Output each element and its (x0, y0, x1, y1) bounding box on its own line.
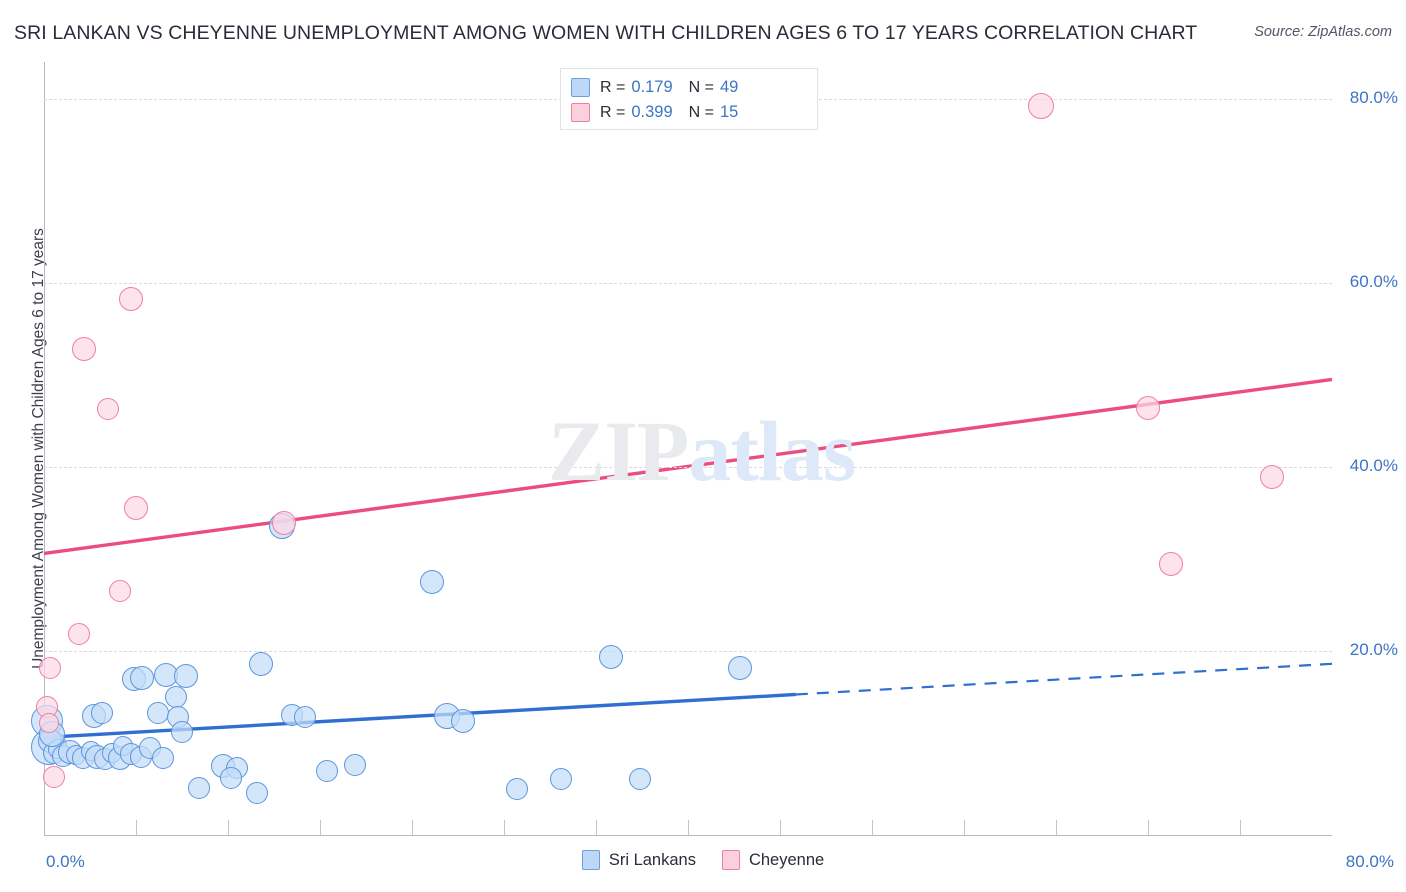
r-value-blue: 0.179 (631, 78, 673, 96)
r-label-pink: R = (600, 103, 626, 121)
r-value-pink: 0.399 (631, 103, 673, 121)
data-point-sri-lankans[interactable] (549, 767, 572, 790)
data-point-cheyenne[interactable] (271, 511, 296, 536)
data-point-sri-lankans[interactable] (727, 655, 752, 680)
gridline (44, 282, 1332, 284)
data-point-sri-lankans[interactable] (219, 766, 242, 789)
data-point-sri-lankans[interactable] (245, 781, 268, 804)
y-axis-tick-label: 40.0% (1349, 455, 1398, 475)
data-point-sri-lankans[interactable] (130, 665, 155, 690)
data-point-sri-lankans[interactable] (171, 720, 194, 743)
data-point-sri-lankans[interactable] (316, 759, 339, 782)
data-point-sri-lankans[interactable] (173, 663, 198, 688)
x-axis-tick (320, 820, 321, 835)
plot-area (30, 62, 1333, 835)
stats-row-cheyenne: R = 0.399 N = 15 (571, 100, 807, 125)
data-point-cheyenne[interactable] (1027, 93, 1054, 120)
data-point-sri-lankans[interactable] (450, 708, 475, 733)
trendline-dashed-sri-lankans (795, 662, 1333, 696)
n-value-blue: 49 (719, 78, 739, 96)
x-axis-tick (1240, 820, 1241, 835)
x-axis-min-label: 0.0% (46, 852, 85, 871)
pink-swatch-icon (571, 103, 590, 122)
correlation-stats-box: R = 0.179 N = 49 R = 0.399 N = 15 (560, 68, 818, 130)
data-point-sri-lankans[interactable] (343, 754, 366, 777)
y-axis-tick-label: 60.0% (1349, 271, 1398, 291)
x-axis-tick (1148, 820, 1149, 835)
n-label-pink: N = (688, 103, 714, 121)
trend-lines (43, 377, 1333, 740)
data-point-cheyenne[interactable] (1136, 396, 1161, 420)
legend-label-cheyenne: Cheyenne (748, 850, 825, 869)
x-axis-max-label: 80.0% (1345, 852, 1394, 871)
x-axis-line (44, 835, 1332, 836)
x-axis-tick (964, 820, 965, 835)
page-title: SRI LANKAN VS CHEYENNE UNEMPLOYMENT AMON… (14, 22, 1198, 44)
stats-row-sri-lankans: R = 0.179 N = 49 (571, 75, 807, 100)
source-attribution: Source: ZipAtlas.com (1254, 24, 1392, 40)
data-point-cheyenne[interactable] (118, 287, 143, 312)
x-axis-tick (596, 820, 597, 835)
r-label-blue: R = (600, 78, 626, 96)
x-axis-tick (136, 820, 137, 835)
data-point-cheyenne[interactable] (1260, 465, 1285, 490)
data-point-sri-lankans[interactable] (152, 746, 175, 769)
series-legend: Sri Lankans Cheyenne (0, 850, 1406, 870)
legend-swatch-sri-lankans-icon (581, 850, 600, 870)
y-axis-tick-label: 80.0% (1349, 87, 1398, 107)
data-point-sri-lankans[interactable] (506, 777, 529, 800)
y-axis-tick-label: 20.0% (1349, 639, 1398, 659)
data-point-sri-lankans[interactable] (598, 645, 623, 670)
data-point-cheyenne[interactable] (108, 580, 131, 603)
gridline (44, 466, 1332, 468)
data-point-cheyenne[interactable] (1159, 552, 1183, 577)
x-axis-tick (504, 820, 505, 835)
data-point-cheyenne[interactable] (38, 712, 59, 733)
data-point-sri-lankans[interactable] (420, 569, 444, 594)
data-point-cheyenne[interactable] (42, 766, 65, 789)
gridline (44, 650, 1332, 652)
x-axis-tick (688, 820, 689, 835)
legend-item-sri-lankans[interactable]: Sri Lankans (581, 850, 696, 870)
blue-swatch-icon (571, 78, 590, 97)
data-point-sri-lankans[interactable] (293, 706, 316, 729)
data-point-sri-lankans[interactable] (628, 767, 651, 790)
data-point-cheyenne[interactable] (68, 623, 91, 646)
data-point-cheyenne[interactable] (72, 337, 97, 362)
legend-item-cheyenne[interactable]: Cheyenne (721, 850, 825, 870)
x-axis-tick (228, 820, 229, 835)
legend-swatch-cheyenne-icon (721, 850, 740, 870)
n-label-blue: N = (688, 78, 714, 96)
data-point-sri-lankans[interactable] (90, 701, 113, 724)
data-point-cheyenne[interactable] (123, 496, 148, 521)
data-point-sri-lankans[interactable] (165, 685, 188, 708)
data-point-sri-lankans[interactable] (147, 701, 170, 724)
x-axis-tick (872, 820, 873, 835)
x-axis-tick (1056, 820, 1057, 835)
x-axis-tick (412, 820, 413, 835)
data-point-sri-lankans[interactable] (249, 651, 274, 676)
x-axis-tick (780, 820, 781, 835)
n-value-pink: 15 (719, 103, 739, 121)
data-point-cheyenne[interactable] (39, 656, 62, 679)
data-point-cheyenne[interactable] (97, 397, 120, 420)
legend-label-sri-lankans: Sri Lankans (608, 850, 696, 869)
data-point-sri-lankans[interactable] (187, 777, 210, 800)
